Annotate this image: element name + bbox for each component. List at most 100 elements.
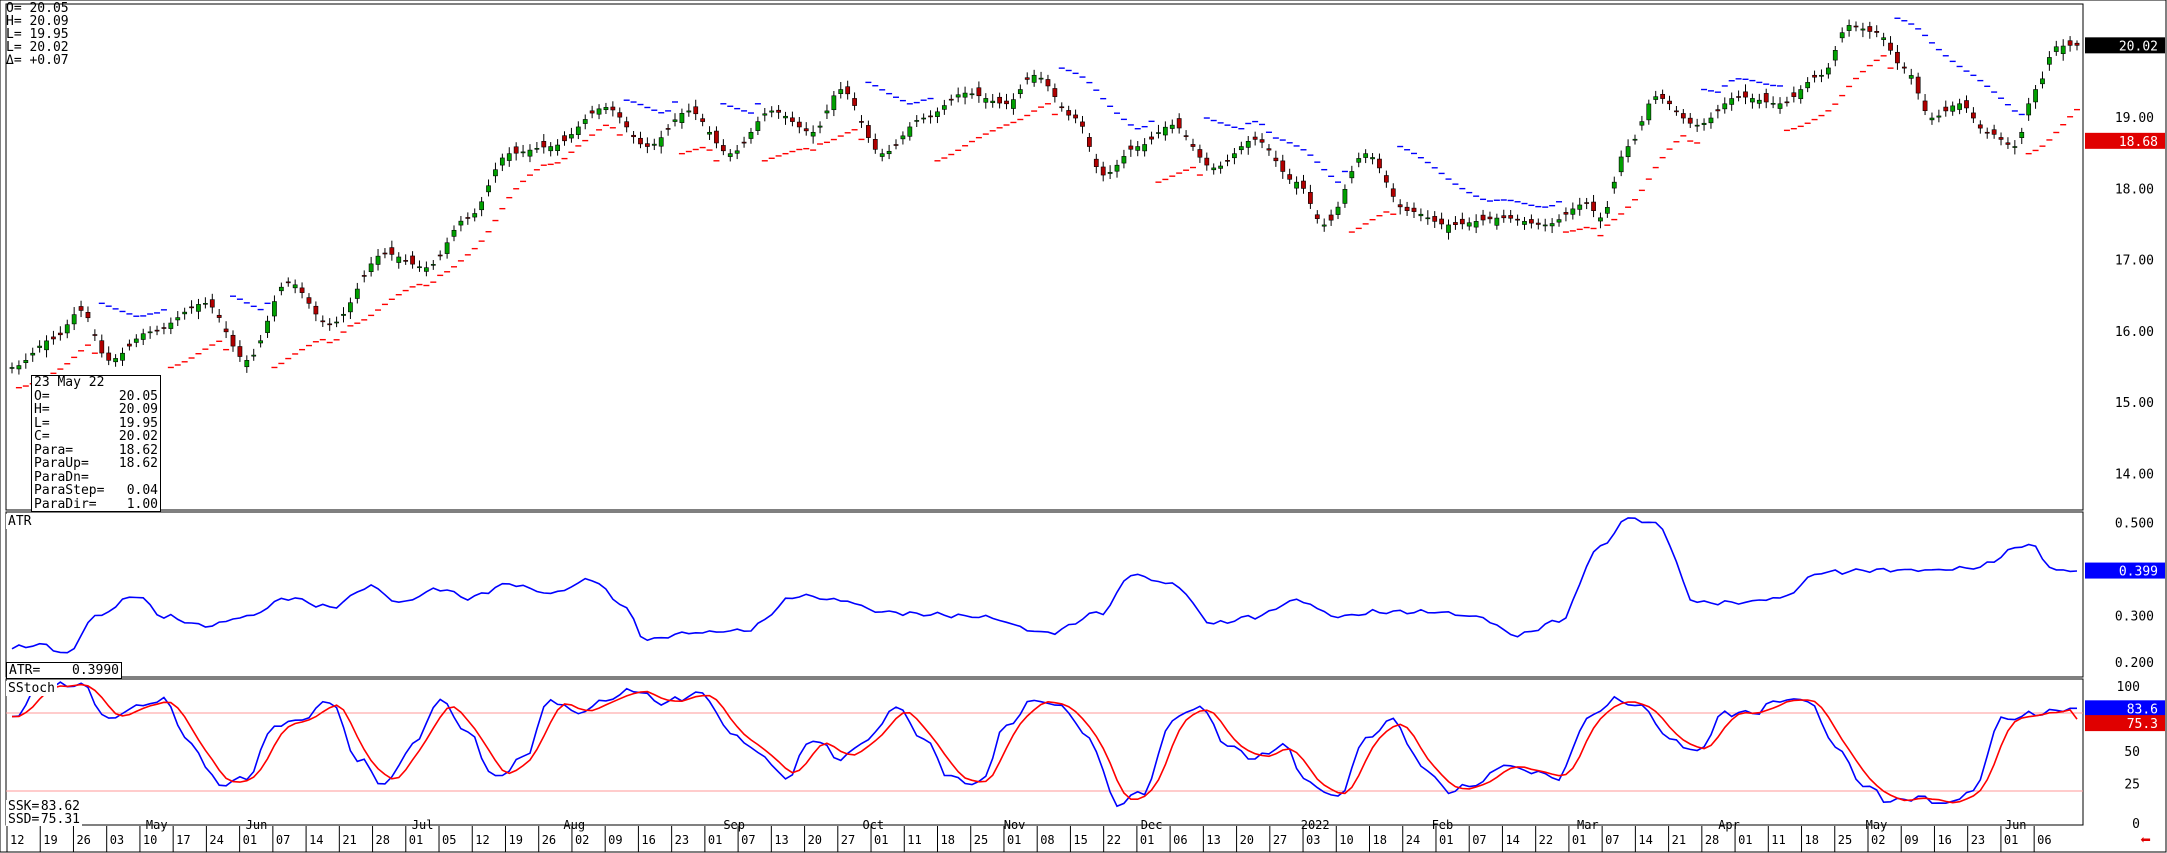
candle-23 bbox=[168, 317, 174, 335]
candle-194 bbox=[1349, 165, 1355, 184]
day-tick-label: 02 bbox=[575, 833, 589, 847]
day-tick-label: 07 bbox=[741, 833, 755, 847]
candle-192 bbox=[1335, 201, 1341, 220]
month-label: May bbox=[1866, 818, 1888, 832]
day-tick-label: 17 bbox=[176, 833, 190, 847]
candle-148 bbox=[1031, 69, 1037, 87]
candle-174 bbox=[1211, 163, 1217, 175]
candle-116 bbox=[810, 125, 816, 144]
candle-124 bbox=[866, 120, 871, 143]
atr-tick-label: 0.300 bbox=[2115, 610, 2154, 625]
candle-15 bbox=[113, 354, 118, 367]
candle-275 bbox=[1908, 68, 1914, 85]
candle-179 bbox=[1245, 136, 1251, 155]
day-tick-label: 27 bbox=[841, 833, 855, 847]
candle-64 bbox=[451, 225, 457, 242]
candle-251 bbox=[1743, 84, 1748, 105]
day-tick-label: 07 bbox=[1605, 833, 1619, 847]
svg-text:0.399: 0.399 bbox=[2119, 565, 2158, 580]
day-tick-label: 01 bbox=[708, 833, 722, 847]
candle-53 bbox=[375, 249, 381, 271]
candle-110 bbox=[769, 106, 775, 118]
candle-207 bbox=[1439, 212, 1444, 230]
candle-38 bbox=[272, 295, 277, 322]
candle-27 bbox=[196, 298, 201, 320]
candle-256 bbox=[1777, 97, 1783, 114]
candle-118 bbox=[824, 104, 830, 120]
candle-265 bbox=[1839, 27, 1845, 43]
candle-186 bbox=[1294, 176, 1299, 195]
candle-230 bbox=[1598, 212, 1603, 229]
candle-98 bbox=[686, 103, 692, 117]
day-tick-label: 01 bbox=[243, 833, 257, 847]
candle-30 bbox=[216, 308, 222, 323]
scroll-left-arrow-icon[interactable]: ⬅ bbox=[2140, 830, 2151, 851]
day-tick-label: 02 bbox=[1871, 833, 1885, 847]
candle-269 bbox=[1867, 21, 1873, 39]
candle-217 bbox=[1508, 209, 1514, 223]
svg-text:20.02: 20.02 bbox=[2119, 39, 2158, 54]
candle-60 bbox=[424, 261, 429, 277]
candle-191 bbox=[1328, 209, 1334, 226]
candle-279 bbox=[1936, 109, 1942, 123]
candle-78 bbox=[548, 142, 554, 157]
candle-89 bbox=[624, 116, 630, 133]
month-label: Mar bbox=[1577, 818, 1599, 832]
candle-112 bbox=[783, 111, 788, 125]
candle-257 bbox=[1784, 96, 1790, 107]
candle-130 bbox=[907, 122, 913, 141]
candle-237 bbox=[1646, 99, 1652, 125]
svg-text:18.68: 18.68 bbox=[2119, 135, 2158, 150]
candle-211 bbox=[1466, 217, 1472, 231]
day-tick-label: 03 bbox=[110, 833, 124, 847]
candle-22 bbox=[161, 322, 167, 335]
candle-220 bbox=[1529, 214, 1534, 229]
day-tick-label: 13 bbox=[1206, 833, 1220, 847]
candle-156 bbox=[1087, 133, 1092, 152]
candle-238 bbox=[1653, 90, 1659, 105]
candle-160 bbox=[1114, 159, 1120, 178]
candle-165 bbox=[1149, 131, 1154, 145]
atr-series-line bbox=[11, 517, 2078, 654]
candle-299 bbox=[2074, 40, 2080, 51]
candle-65 bbox=[458, 215, 464, 232]
candle-247 bbox=[1715, 104, 1721, 119]
candle-294 bbox=[2040, 71, 2045, 89]
candle-56 bbox=[396, 252, 402, 269]
day-tick-label: 01 bbox=[874, 833, 888, 847]
candle-90 bbox=[631, 130, 636, 144]
day-tick-label: 24 bbox=[209, 833, 223, 847]
candle-88 bbox=[617, 107, 623, 124]
candle-32 bbox=[230, 330, 236, 352]
candle-193 bbox=[1342, 184, 1348, 208]
day-tick-label: 14 bbox=[309, 833, 323, 847]
candle-274 bbox=[1901, 62, 1907, 74]
candle-185 bbox=[1287, 168, 1293, 184]
candle-181 bbox=[1259, 133, 1265, 149]
day-tick-label: 16 bbox=[641, 833, 655, 847]
candle-159 bbox=[1107, 165, 1113, 180]
candle-281 bbox=[1950, 101, 1956, 116]
candle-44 bbox=[313, 301, 319, 322]
candle-139 bbox=[969, 88, 975, 99]
candle-175 bbox=[1218, 161, 1223, 174]
candle-272 bbox=[1888, 36, 1893, 55]
candle-197 bbox=[1370, 152, 1375, 165]
candle-183 bbox=[1273, 150, 1279, 167]
candle-146 bbox=[1017, 84, 1023, 99]
candle-263 bbox=[1825, 63, 1831, 79]
candle-113 bbox=[790, 111, 795, 127]
panel-frame-1 bbox=[5, 511, 2084, 678]
candle-166 bbox=[1156, 124, 1161, 139]
day-tick-label: 08 bbox=[1040, 833, 1054, 847]
last-price-label: 20.02 bbox=[2085, 37, 2165, 54]
candle-198 bbox=[1377, 153, 1382, 174]
candle-252 bbox=[1750, 93, 1755, 109]
candle-176 bbox=[1225, 154, 1230, 167]
day-tick-label: 19 bbox=[43, 833, 57, 847]
price-tick-label: 19.00 bbox=[2115, 111, 2154, 126]
stoch-readout: SSK= 83.62 SSD= 75.31 bbox=[6, 799, 82, 827]
candle-76 bbox=[534, 141, 540, 153]
candle-31 bbox=[223, 321, 229, 339]
